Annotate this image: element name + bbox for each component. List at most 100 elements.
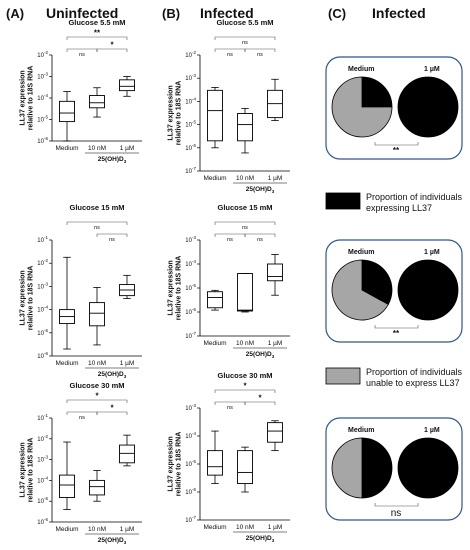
pie-label: 1 µM: [424, 427, 440, 434]
box-iqr: [207, 450, 223, 476]
tick-exponent: -6: [44, 517, 48, 522]
significance-bracket: ns: [214, 48, 246, 58]
y-tick-label: 10-7: [185, 331, 196, 340]
significance-label: ns: [242, 225, 248, 231]
y-tick-label: 10-6: [37, 351, 48, 360]
significance-bracket: ns: [244, 48, 276, 58]
chart-title: Glucose 15 mM: [217, 203, 272, 212]
bracket-line: [244, 233, 276, 237]
tick-exponent: -3: [192, 235, 196, 240]
tick-base: 10: [37, 284, 44, 290]
category-label: 1 µM: [268, 175, 283, 182]
y-axis-label: LL37 expressionrelative to 18S RNA: [20, 266, 35, 331]
pie-label: 1 µM: [424, 66, 440, 73]
tick-exponent: -5: [44, 328, 48, 333]
significance-bracket: *: [96, 404, 128, 415]
y-tick-label: 10-6: [185, 487, 196, 496]
bracket-line: [244, 48, 276, 52]
pie-slice-unable: [331, 437, 363, 499]
tick-exponent: -3: [44, 72, 48, 77]
tick-base: 10: [37, 96, 44, 102]
category-label: 10 nM: [88, 145, 106, 152]
box-iqr: [267, 263, 283, 282]
y-axis-label-line1: LL37 expression: [20, 442, 27, 497]
y-tick-label: 10-3: [37, 72, 48, 81]
significance-bracket: ns: [96, 233, 128, 243]
box-iqr: [237, 113, 253, 142]
tick-exponent: -1: [44, 413, 48, 418]
tick-exponent: -7: [192, 166, 196, 171]
group-label-sub: 3: [124, 374, 127, 379]
pie-panels: Medium 1 µM ** Medium 1 µM ** Medium 1 µM ns: [325, 56, 463, 521]
tick-exponent: -7: [192, 331, 196, 336]
significance-label: *: [243, 382, 247, 391]
legend-label: Proportion of individuals expressing LL37: [366, 192, 463, 213]
pie-1: [331, 76, 393, 138]
box-iqr: [89, 302, 105, 327]
significance-label: ns: [227, 405, 233, 411]
box-iqr: [89, 479, 105, 496]
y-axis-label-line1: LL37 expression: [20, 70, 27, 125]
pie-slice-expressing: [361, 76, 393, 108]
box-iqr: [119, 79, 135, 92]
tick-exponent: -4: [44, 93, 48, 98]
pie-significance-label: ns: [391, 508, 402, 519]
panel-title-a: Uninfected: [46, 5, 118, 21]
tick-base: 10: [37, 261, 44, 267]
box-iqr: [59, 474, 75, 498]
box-chart-a3: Glucose 30 mM LL37 expressionrelative to …: [20, 381, 142, 545]
pie-label: Medium: [348, 66, 374, 73]
group-label: 25(OH)D3: [246, 351, 275, 359]
bracket-line: [214, 389, 276, 393]
category-label: 1 µM: [120, 145, 135, 152]
significance-label: ns: [109, 237, 115, 243]
bracket-line: [66, 399, 128, 403]
pie-label: 1 µM: [424, 249, 440, 256]
category-label: 1 µM: [268, 524, 283, 531]
group-label-sub: 3: [272, 189, 275, 194]
significance-bracket: ns: [66, 48, 98, 58]
y-tick-label: 10-5: [37, 328, 48, 337]
significance-bracket: ns: [214, 221, 276, 231]
y-axis-label: LL37 expressionrelative to 18S RNA: [20, 66, 35, 131]
tick-exponent: -2: [44, 258, 48, 263]
box-2: [237, 273, 253, 313]
bracket-line: [244, 401, 276, 405]
box-chart-b3: Glucose 30 mM LL37 expressionrelative to …: [168, 371, 290, 543]
panel-title-c: Infected: [372, 5, 426, 21]
group-label: 25(OH)D3: [98, 156, 127, 164]
pie-significance-bracket: [374, 325, 419, 329]
y-tick-label: 10-7: [185, 166, 196, 175]
chart-title: Glucose 30 mM: [69, 381, 124, 390]
tick-exponent: -4: [192, 96, 196, 101]
y-axis-label: LL37 expressionrelative to 18S RNA: [168, 256, 183, 321]
tick-base: 10: [185, 490, 192, 496]
significance-label: *: [95, 392, 99, 401]
box-chart-a2: Glucose 15 mM LL37 expressionrelative to …: [20, 203, 142, 379]
significance-bracket: ns: [66, 411, 98, 421]
box-iqr: [207, 291, 223, 309]
significance-label: ns: [227, 237, 233, 243]
y-tick-label: 10-4: [185, 259, 196, 268]
pie-label: Medium: [348, 427, 374, 434]
tick-exponent: -4: [192, 431, 196, 436]
tick-base: 10: [185, 310, 192, 316]
bracket-line: [214, 36, 276, 40]
y-tick-label: 10-4: [37, 475, 48, 484]
tick-base: 10: [37, 354, 44, 360]
y-tick-label: 10-3: [37, 281, 48, 290]
category-label: 10 nM: [236, 340, 254, 347]
tick-base: 10: [185, 518, 192, 524]
box-2: [237, 107, 253, 154]
group-label-main: 25(OH)D: [98, 156, 124, 163]
y-tick-label: 10-2: [37, 50, 48, 59]
panel-letter-b: (B): [162, 6, 180, 21]
box-3: [267, 420, 283, 452]
tick-base: 10: [37, 437, 44, 443]
significance-label: ns: [227, 52, 233, 58]
box-iqr: [267, 422, 283, 443]
tick-exponent: -2: [44, 434, 48, 439]
legend-label-line1: Proportion of individuals: [366, 192, 463, 202]
legend-item-1: Proportion of individuals expressing LL37: [325, 192, 463, 213]
